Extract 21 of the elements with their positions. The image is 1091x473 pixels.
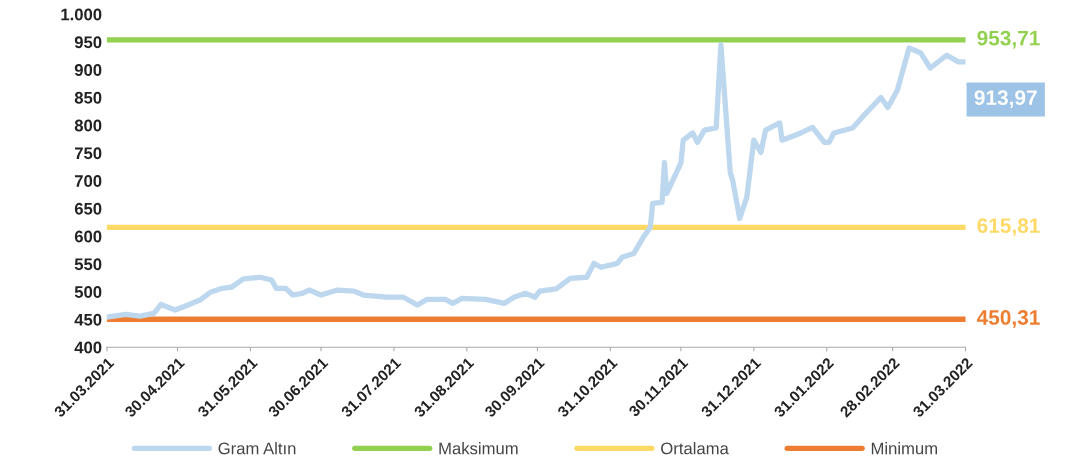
- data-label: 450,31: [976, 310, 1040, 328]
- legend-label: Ortalama: [661, 442, 729, 455]
- legend-label: Minimum: [871, 442, 937, 455]
- y-tick-label: 400: [74, 341, 102, 354]
- legend-label: Maksimum: [439, 442, 518, 455]
- y-tick-label: 550: [74, 258, 102, 271]
- y-tick-label: 450: [74, 313, 102, 326]
- data-label: 953,71: [977, 30, 1040, 49]
- legend-label: Gram Altın: [218, 442, 296, 455]
- y-tick-label: 1.000: [61, 8, 102, 21]
- y-tick-label: 950: [74, 36, 102, 49]
- y-tick-label: 750: [74, 147, 102, 160]
- data-label: 913,97: [974, 90, 1037, 109]
- y-tick-label: 600: [74, 230, 102, 243]
- data-label: 615,81: [977, 218, 1040, 237]
- y-tick-label: 650: [74, 202, 102, 215]
- y-tick-label: 500: [74, 286, 102, 298]
- y-tick-label: 700: [74, 175, 102, 187]
- y-tick-label: 850: [74, 91, 102, 104]
- y-tick-label: 900: [74, 64, 102, 76]
- y-tick-label: 800: [74, 119, 102, 132]
